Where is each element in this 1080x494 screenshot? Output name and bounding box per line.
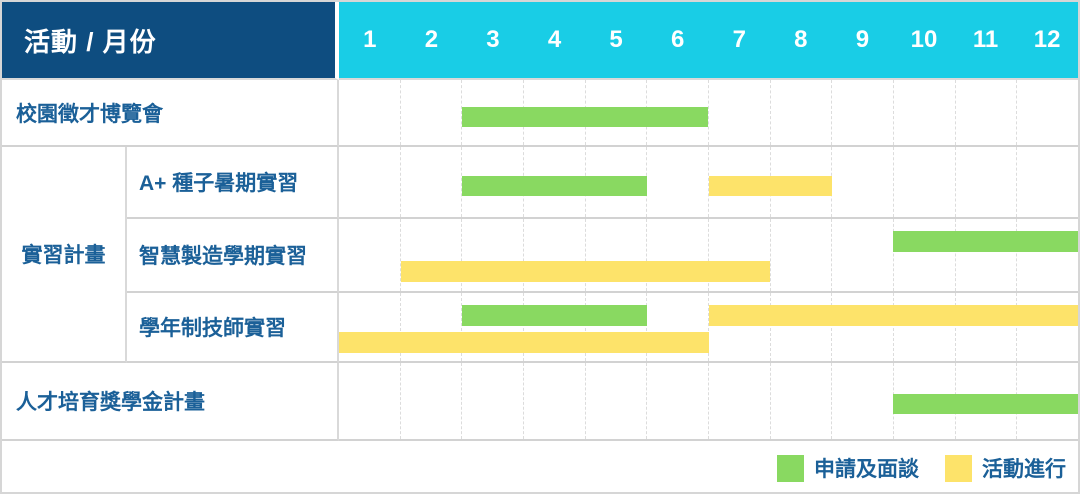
gantt-bar-yellow <box>708 304 1078 326</box>
month-cell <box>832 80 895 145</box>
month-cell <box>709 219 771 291</box>
month-label: 5 <box>609 26 623 53</box>
month-cell <box>524 219 586 291</box>
month-cell <box>894 147 956 217</box>
month-cell <box>401 219 463 291</box>
month-cell <box>1017 80 1078 145</box>
month-cell <box>647 147 710 217</box>
month-label: 9 <box>855 26 870 53</box>
month-cell <box>462 293 525 361</box>
month-label: 8 <box>794 26 808 53</box>
month-cell <box>401 147 463 217</box>
chart-row-scholarship-program <box>339 363 1078 441</box>
legend: 申請及面談 活動進行 <box>2 441 1078 490</box>
month-grid <box>339 80 1078 145</box>
month-label: 3 <box>486 26 500 53</box>
month-cell <box>709 363 771 439</box>
chart-row-year-long-technician-internship <box>339 293 1078 363</box>
legend-item-activity-ongoing: 活動進行 <box>945 453 1066 483</box>
month-label: 11 <box>972 26 999 53</box>
month-cell <box>894 80 956 145</box>
month-cell <box>832 293 895 361</box>
month-label: 6 <box>671 26 685 53</box>
month-cell <box>894 219 956 291</box>
month-cell <box>771 219 833 291</box>
chart-row-aplus-summer-internship <box>339 147 1078 219</box>
month-cell <box>647 219 710 291</box>
month-grid <box>339 293 1078 361</box>
corner-header: 活動 / 月份 <box>2 2 339 80</box>
legend-label: 申請及面談 <box>814 458 919 481</box>
month-cell <box>832 363 895 439</box>
month-axis: 1 2 3 4 5 6 7 8 9 10 11 12 <box>339 2 1078 80</box>
month-cell <box>956 147 1018 217</box>
month-cell <box>462 219 525 291</box>
month-cell <box>771 363 833 439</box>
row-label-aplus-summer-internship: A+ 種子暑期實習 <box>127 147 339 219</box>
month-cell <box>1017 219 1078 291</box>
month-cell <box>832 219 895 291</box>
month-cell <box>586 219 648 291</box>
month-cell <box>709 80 771 145</box>
month-cell <box>586 363 648 439</box>
month-cell <box>586 293 648 361</box>
month-cell <box>894 293 956 361</box>
month-grid <box>339 219 1078 291</box>
month-label: 7 <box>732 26 746 53</box>
legend-item-application-interview: 申請及面談 <box>777 453 919 483</box>
month-cell <box>339 147 401 217</box>
month-cell <box>956 293 1018 361</box>
month-cell <box>401 293 463 361</box>
month-cell <box>339 363 401 439</box>
month-cell <box>956 80 1018 145</box>
row-label-campus-fair: 校園徵才博覽會 <box>2 80 339 147</box>
gantt-bar-yellow <box>708 175 832 196</box>
month-label: 4 <box>547 26 562 53</box>
chart-row-smart-manufacturing-internship <box>339 219 1078 293</box>
month-cell <box>771 80 833 145</box>
gantt-bar-green <box>893 231 1078 253</box>
month-label: 1 <box>363 26 377 53</box>
gantt-bar-yellow <box>400 260 771 282</box>
gantt-bar-green <box>893 394 1078 415</box>
month-cell <box>832 147 895 217</box>
month-cell <box>339 293 401 361</box>
group-label-internship-program: 實習計畫 <box>2 147 127 363</box>
month-cell <box>524 363 586 439</box>
month-cell <box>647 80 710 145</box>
month-cell <box>339 219 401 291</box>
month-cell <box>771 147 833 217</box>
month-cell <box>647 363 710 439</box>
month-cell <box>956 219 1018 291</box>
month-cell <box>401 363 463 439</box>
month-cell <box>1017 147 1078 217</box>
gantt-bar-yellow <box>339 332 709 354</box>
row-label-smart-manufacturing-internship: 智慧製造學期實習 <box>127 219 339 293</box>
green-legend-swatch-icon <box>777 454 804 482</box>
month-cell <box>647 293 710 361</box>
gantt-bar-green <box>462 106 709 127</box>
gantt-bar-green <box>462 304 647 326</box>
month-cell <box>1017 293 1078 361</box>
chart-row-campus-fair <box>339 80 1078 147</box>
gantt-bar-green <box>462 175 647 196</box>
month-cell <box>524 293 586 361</box>
month-label: 2 <box>424 26 439 53</box>
month-label: 12 <box>1033 26 1061 53</box>
row-label-year-long-technician-internship: 學年制技師實習 <box>127 293 339 363</box>
month-label: 10 <box>910 26 938 53</box>
month-cell <box>709 293 771 361</box>
month-cell <box>401 80 463 145</box>
legend-label: 活動進行 <box>982 458 1066 481</box>
month-cell <box>339 80 401 145</box>
yellow-legend-swatch-icon <box>945 454 972 482</box>
month-cell <box>462 363 525 439</box>
month-cell <box>771 293 833 361</box>
row-label-scholarship-program: 人才培育獎學金計畫 <box>2 363 339 441</box>
